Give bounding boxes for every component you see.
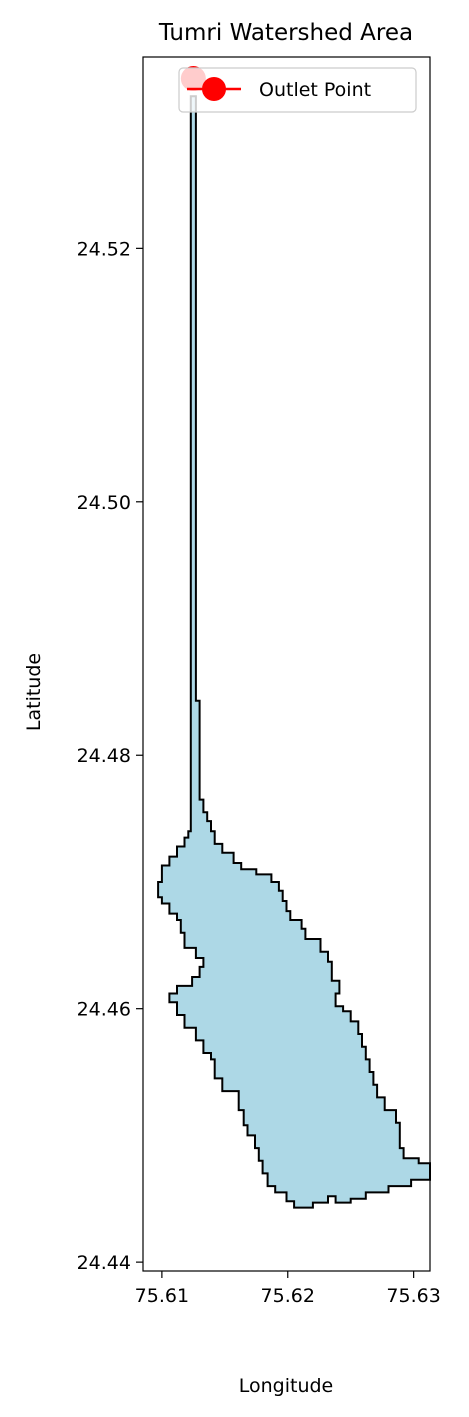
legend-marker	[202, 77, 226, 101]
x-axis-label: Longitude	[239, 1375, 334, 1397]
legend-frame	[178, 67, 417, 113]
x-axis: 75.61 75.62 75.63	[135, 1271, 441, 1307]
y-tick-label: 24.46	[77, 999, 131, 1021]
x-tick-label: 75.63	[386, 1285, 440, 1307]
y-tick-label: 24.48	[77, 745, 131, 767]
watershed-polygon	[157, 95, 431, 1209]
y-tick-label: 24.50	[77, 492, 131, 514]
y-axis: 24.44 24.46 24.48 24.50 24.52	[77, 238, 143, 1274]
chart-title: Tumri Watershed Area	[158, 20, 413, 46]
legend-label-outlet-point: Outlet Point	[259, 79, 371, 101]
y-tick-label: 24.44	[77, 1252, 131, 1274]
legend: Outlet Point	[178, 67, 417, 113]
y-axis-label: Latitude	[23, 653, 45, 731]
x-tick-label: 75.62	[261, 1285, 315, 1307]
y-tick-label: 24.52	[77, 238, 131, 260]
x-tick-label: 75.61	[135, 1285, 189, 1307]
watershed-layer	[157, 95, 431, 1209]
plot-frame	[142, 56, 431, 1272]
